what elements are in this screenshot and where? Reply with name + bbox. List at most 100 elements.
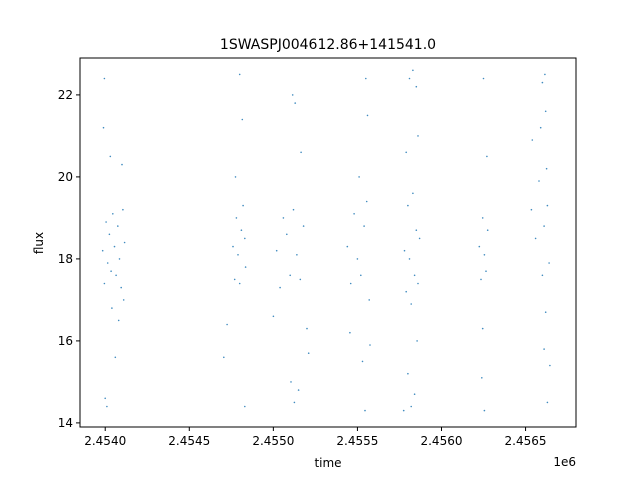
y-axis-label: flux (32, 232, 46, 254)
data-point (365, 200, 368, 203)
data-point (112, 213, 114, 215)
data-point (242, 204, 244, 207)
data-point (113, 245, 116, 248)
x-tick-label: 2.4550 (252, 434, 294, 448)
data-points (101, 69, 551, 412)
x-axis-label: time (314, 456, 341, 470)
data-point (103, 282, 106, 285)
y-axis-ticks: 14 16 18 20 22 (58, 88, 80, 430)
data-point (541, 81, 544, 84)
x-tick-label: 2.4565 (505, 434, 547, 448)
data-point (365, 77, 367, 80)
data-point (413, 393, 416, 396)
data-point (546, 204, 549, 207)
data-point (244, 266, 247, 268)
data-point (412, 192, 414, 195)
data-point (121, 163, 123, 166)
data-point (415, 229, 418, 231)
data-point (364, 409, 366, 412)
data-point (108, 233, 111, 236)
data-point (407, 204, 409, 207)
chart-title: 1SWASPJ004612.86+141541.0 (220, 37, 436, 53)
data-point (485, 270, 487, 273)
data-point (369, 344, 371, 346)
data-point (548, 262, 550, 264)
data-point (486, 229, 489, 231)
data-point (117, 225, 119, 227)
data-point (481, 377, 483, 379)
data-point (238, 73, 241, 76)
data-point (115, 274, 117, 277)
data-point (402, 409, 405, 412)
data-point (106, 405, 108, 408)
data-point (534, 237, 537, 240)
data-point (296, 254, 298, 256)
data-point (120, 286, 122, 289)
data-point (538, 180, 540, 182)
data-point (290, 381, 292, 383)
data-point (539, 126, 542, 129)
plot-frame (79, 57, 577, 428)
data-point (481, 327, 484, 330)
data-point (531, 139, 534, 141)
x-tick-label: 2.4555 (336, 434, 378, 448)
data-point (349, 282, 352, 285)
data-point (282, 217, 285, 219)
data-point (346, 245, 349, 248)
data-point (101, 249, 104, 252)
data-point (410, 405, 413, 408)
y-tick-label: 14 (58, 416, 73, 430)
data-point (237, 254, 239, 256)
data-point (302, 225, 305, 227)
data-point (480, 278, 482, 281)
data-point (410, 303, 413, 305)
y-tick-label: 18 (58, 252, 73, 266)
data-point (122, 208, 124, 211)
data-point (530, 208, 533, 211)
data-point (416, 340, 418, 342)
data-point (478, 245, 481, 248)
data-point (105, 221, 107, 223)
data-point (235, 217, 238, 219)
data-point (106, 262, 109, 264)
data-point (275, 249, 278, 252)
data-point (349, 331, 351, 334)
data-point (109, 155, 112, 158)
data-point (363, 225, 365, 227)
data-point (118, 258, 121, 260)
data-point (226, 323, 228, 326)
data-point (415, 85, 418, 88)
data-point (541, 274, 544, 277)
data-point (417, 282, 419, 285)
data-point (413, 274, 416, 277)
data-point (408, 77, 411, 80)
x-tick-label: 2.4540 (84, 434, 126, 448)
data-point (238, 282, 241, 285)
data-point (241, 118, 244, 121)
x-axis-ticks: 2.4540 2.4545 2.4550 2.4555 2.4560 2.4565 (84, 427, 547, 448)
data-point (307, 352, 310, 355)
data-point (272, 315, 275, 318)
x-axis-offset-label: 1e6 (553, 455, 576, 469)
data-point (297, 389, 300, 391)
data-point (544, 311, 547, 314)
data-point (123, 241, 126, 244)
data-point (360, 274, 362, 277)
data-point (292, 208, 295, 211)
data-point (111, 307, 113, 309)
data-point (418, 237, 421, 240)
data-point (293, 401, 296, 404)
data-point (234, 176, 237, 178)
data-point (483, 409, 486, 412)
x-tick-label: 2.4545 (168, 434, 210, 448)
y-tick-label: 20 (58, 170, 73, 184)
x-tick-label: 2.4560 (420, 434, 462, 448)
data-point (104, 397, 106, 400)
data-point (102, 126, 105, 129)
y-tick-label: 16 (58, 334, 73, 348)
data-point (122, 299, 125, 301)
data-point (110, 270, 112, 273)
data-point (549, 364, 551, 367)
data-point (544, 110, 547, 113)
